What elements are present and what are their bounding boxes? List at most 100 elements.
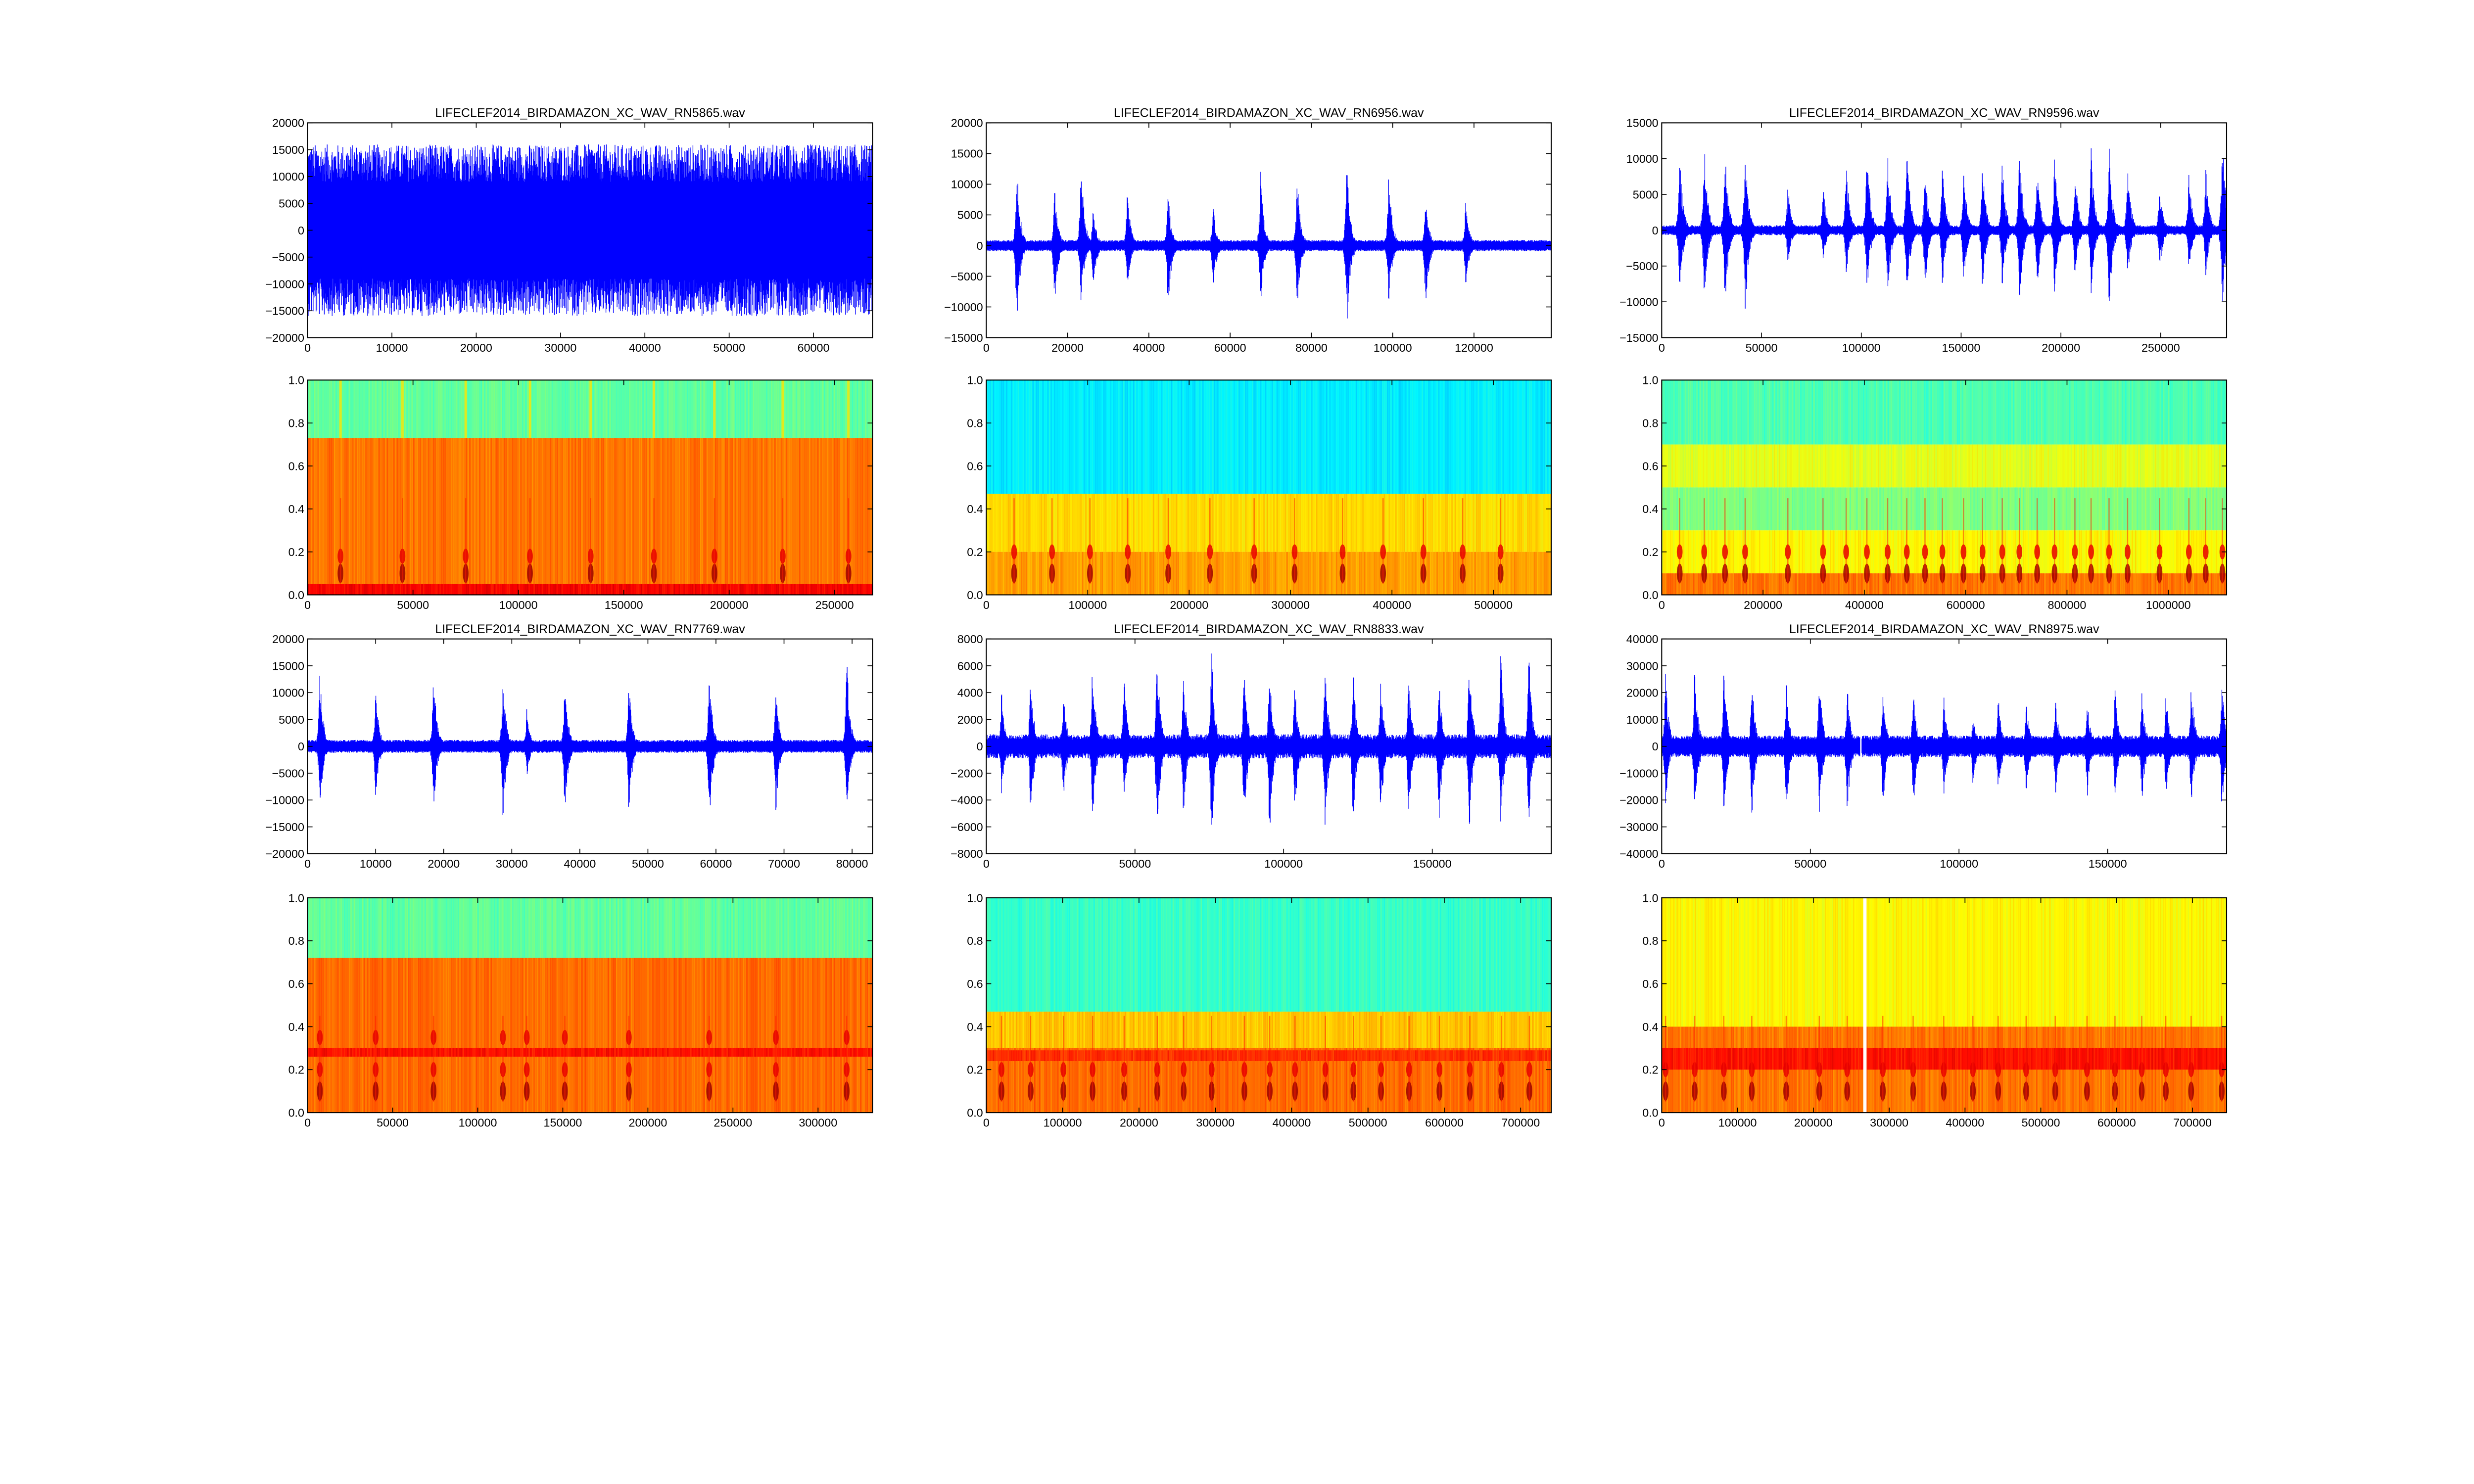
spectrogram-streak: [2153, 487, 2155, 531]
spectrogram-streak: [2178, 487, 2180, 531]
spectrogram-streak: [1883, 530, 1884, 574]
spectrogram-streak: [672, 584, 673, 595]
spectrogram-streak: [1762, 444, 1764, 488]
spectrogram-streak: [593, 898, 594, 958]
x-tick-label: 20000: [428, 857, 460, 870]
spectrogram-streak: [1184, 494, 1186, 552]
spectrogram-streak: [2148, 444, 2150, 488]
spectrogram-streak: [641, 584, 642, 595]
spectrogram-streak: [804, 584, 806, 595]
spectrogram-streak: [716, 438, 718, 584]
spectrogram-streak: [609, 438, 611, 584]
spectrogram-streak: [675, 438, 677, 584]
spectrogram-streak: [1506, 552, 1507, 595]
spectrogram-streak: [1466, 552, 1468, 595]
spectrogram-streak: [1210, 380, 1212, 494]
figure: LIFECLEF2014_BIRDAMAZON_XC_WAV_RN5865.wa…: [266, 106, 2228, 1129]
spectrogram-streak: [766, 898, 767, 958]
spectrogram-streak: [649, 380, 651, 438]
spectrogram-streak: [661, 958, 662, 1113]
spectrogram-streak: [379, 898, 380, 958]
spectrogram-streak: [1012, 494, 1014, 552]
spectrogram-streak: [2098, 487, 2100, 531]
spectrogram-streak: [1111, 380, 1113, 494]
y-tick-label: 0.4: [288, 503, 304, 515]
spectrogram-streak: [799, 584, 801, 595]
spectrogram-streak: [1678, 487, 1680, 531]
spectrogram-streak: [2038, 487, 2039, 531]
spectrogram-streak: [2192, 530, 2194, 574]
spectrogram-streak: [500, 584, 502, 595]
spectrogram-streak: [1764, 530, 1765, 574]
spectrogram-streak: [350, 584, 352, 595]
spectrogram-streak: [644, 380, 646, 438]
spectrogram-streak: [540, 898, 542, 958]
spectrogram-streak: [993, 494, 995, 552]
spectrogram-streak: [666, 380, 667, 438]
spectrogram-streak: [1105, 380, 1106, 494]
spectrogram-streak: [428, 584, 429, 595]
spectrogram-streak: [381, 380, 383, 438]
spectrogram-streak: [2143, 530, 2145, 574]
spectrogram-streak: [2039, 487, 2041, 531]
spectrogram-streak: [1881, 530, 1883, 574]
call-streak: [1887, 498, 1889, 584]
spectrogram-streak: [2047, 380, 2049, 445]
spectrogram-streak: [1065, 552, 1067, 595]
spectrogram-streak: [1069, 552, 1070, 595]
spectrogram-streak: [540, 584, 542, 595]
spectrogram-streak: [830, 380, 832, 438]
y-tick-label: −8000: [951, 847, 983, 860]
spectrogram-streak: [2105, 444, 2107, 488]
spectrogram-streak: [1795, 487, 1797, 531]
spectrogram-streak: [2197, 444, 2199, 488]
spectrogram-streak: [1686, 573, 1688, 595]
spectrogram-streak: [868, 438, 870, 584]
spectrogram-streak: [1476, 380, 1477, 494]
spectrogram-streak: [1549, 552, 1550, 595]
call-streak: [714, 498, 715, 584]
spectrogram-streak: [1309, 552, 1311, 595]
spectrogram-streak: [2148, 573, 2150, 595]
spectrogram-streak: [2031, 530, 2033, 574]
spectrogram-streak: [1224, 552, 1225, 595]
spectrogram-streak: [2178, 444, 2180, 488]
spectrogram-streak: [1096, 494, 1098, 552]
spectrogram-streak: [2165, 380, 2166, 445]
spectrogram-streak: [1903, 530, 1904, 574]
spectrogram-streak: [647, 380, 649, 438]
spectrogram-streak: [799, 380, 801, 438]
spectrogram-streak: [1873, 444, 1874, 488]
spectrogram-streak: [510, 584, 512, 595]
spectrogram-streak: [1248, 380, 1250, 494]
spectrogram-streak: [621, 898, 622, 958]
x-tick-label: 50000: [1746, 341, 1778, 354]
spectrogram-streak: [2202, 573, 2204, 595]
spectrogram-streak: [685, 380, 687, 438]
spectrogram-streak: [1742, 444, 1744, 488]
spectrogram-streak: [1701, 444, 1703, 488]
spectrogram-streak: [1458, 380, 1460, 494]
spectrogram-streak: [772, 584, 774, 595]
spectrogram-streak: [334, 438, 335, 584]
spectrogram-streak: [1509, 380, 1511, 494]
spectrogram-streak: [2132, 530, 2133, 574]
spectrogram-streak: [1545, 552, 1547, 595]
spectrogram-streak: [1342, 380, 1344, 494]
spectrogram-streak: [1896, 530, 1898, 574]
spectrogram-streak: [324, 438, 326, 584]
spectrogram-streak: [1470, 494, 1471, 552]
spectrogram-streak: [1395, 552, 1397, 595]
spectrogram-streak: [2181, 530, 2183, 574]
spectrogram-streak: [2095, 487, 2097, 531]
y-tick-label: −10000: [266, 794, 305, 807]
spectrogram-streak: [835, 584, 837, 595]
spectrogram-streak: [1318, 494, 1319, 552]
spectrogram-streak: [1149, 380, 1151, 494]
spectrogram-streak: [598, 380, 599, 438]
spectrogram-streak: [1915, 380, 1917, 445]
spectrogram-streak: [608, 584, 609, 595]
spectrogram-streak: [2178, 573, 2180, 595]
spectrogram-streak: [1903, 380, 1904, 445]
spectrogram-streak: [1466, 494, 1468, 552]
